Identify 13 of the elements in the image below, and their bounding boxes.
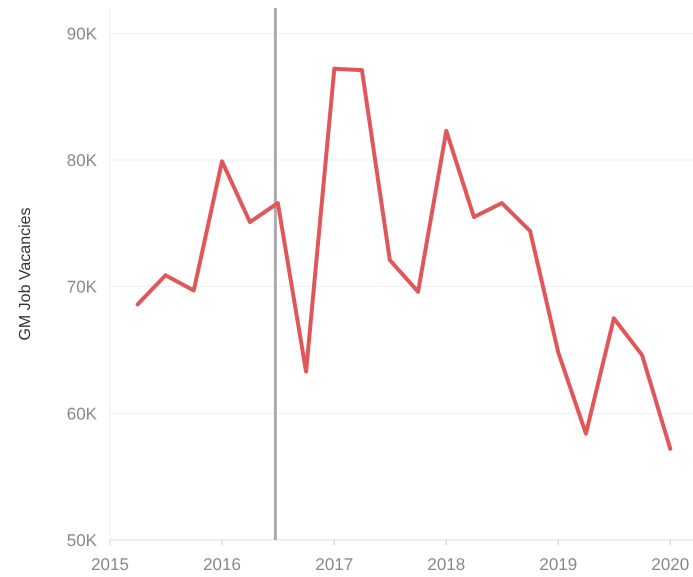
- x-tick-label: 2016: [203, 555, 241, 574]
- y-tick-label: 60K: [66, 404, 98, 424]
- y-tick-label: 80K: [66, 150, 98, 170]
- y-axis-title: GM Job Vacancies: [17, 207, 34, 341]
- y-tick-label: 50K: [66, 530, 98, 550]
- x-tick-label: 2019: [539, 555, 578, 574]
- x-tick-label: 2020: [651, 555, 690, 574]
- x-tick-label: 2017: [315, 555, 354, 574]
- y-tick-label: 90K: [66, 24, 98, 44]
- line-series: [136, 66, 672, 451]
- x-tick-label: 2015: [91, 555, 129, 574]
- x-tick-label: 2018: [427, 555, 466, 574]
- y-tick-label: 70K: [66, 278, 98, 297]
